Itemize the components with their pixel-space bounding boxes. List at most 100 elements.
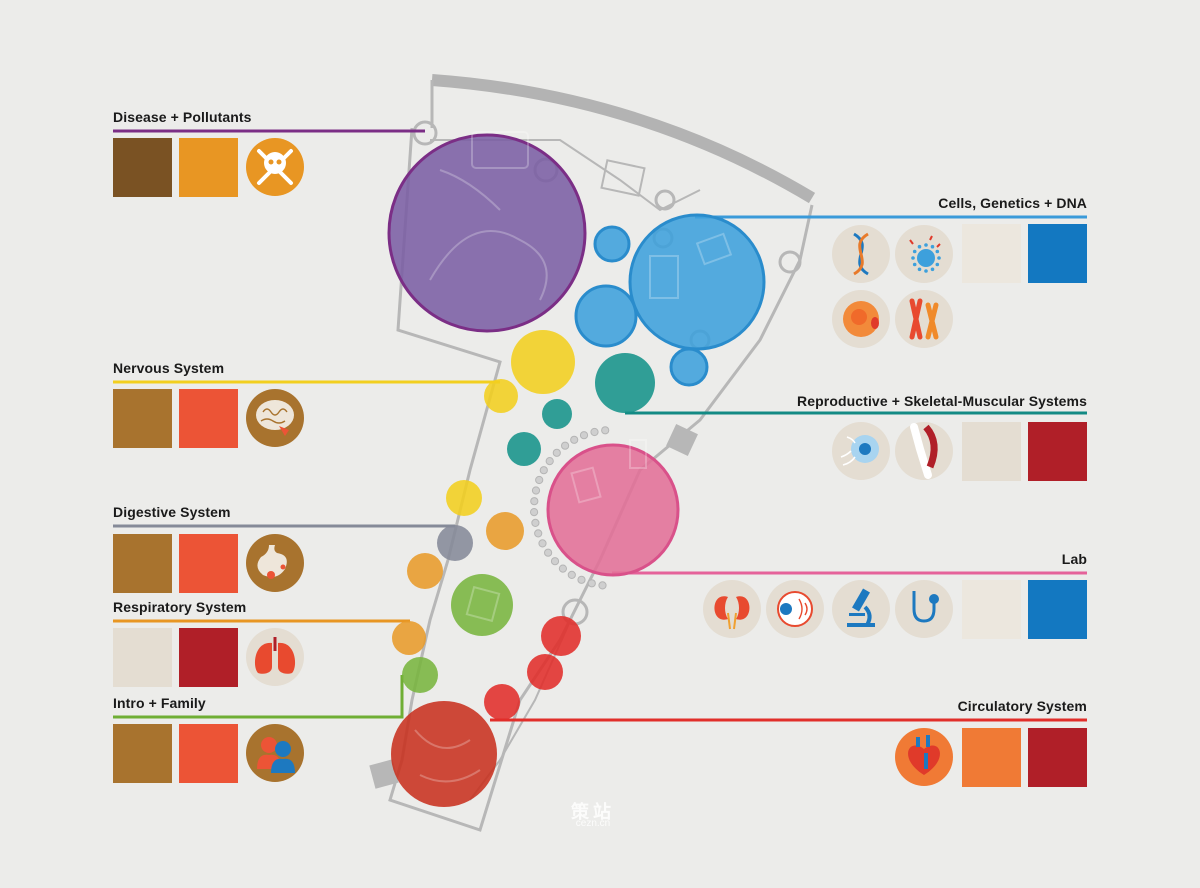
dotted-arc-seat xyxy=(590,427,599,437)
chromosome xyxy=(909,298,923,340)
virus-spike xyxy=(912,249,917,254)
watermark-title: 策站 xyxy=(571,802,615,822)
circle-cells-2 xyxy=(574,284,638,348)
stethoscope-icon xyxy=(895,580,953,638)
circle-intro-2 xyxy=(402,657,438,693)
dotted-arc-seat xyxy=(587,579,596,588)
stomach-shape xyxy=(257,545,287,577)
knee-joint-icon xyxy=(895,422,953,480)
circle-circ-1 xyxy=(541,616,581,656)
circulatory-swatch-2 xyxy=(1028,728,1087,787)
eye-icon xyxy=(766,580,824,638)
intro-swatch-2 xyxy=(179,724,238,783)
circle-lab xyxy=(546,443,680,577)
brain-folds xyxy=(260,408,288,424)
dotted-arc-seat xyxy=(531,518,540,528)
circle-orange-2 xyxy=(407,553,443,589)
dotted-arc-seat xyxy=(567,570,576,580)
overlay-curve xyxy=(414,729,481,783)
dotted-arc-seat xyxy=(545,457,554,466)
scope-base xyxy=(847,605,875,627)
label-respiratory-system: Respiratory System xyxy=(113,599,247,615)
circle-cells-4 xyxy=(669,347,709,387)
ureter xyxy=(727,612,737,630)
label-reproductive-skeletal-muscular: Reproductive + Skeletal-Muscular Systems xyxy=(797,393,1087,409)
dotted-arc-seat xyxy=(579,431,589,440)
skull-eye xyxy=(268,159,274,165)
chromosome-icon xyxy=(895,290,953,348)
iris xyxy=(780,603,792,615)
plan-display-case xyxy=(600,159,646,197)
label-cells-genetics-dna: Cells, Genetics + DNA xyxy=(938,195,1087,211)
repro-swatch-1 xyxy=(962,422,1021,481)
virus-spike xyxy=(935,262,940,267)
skull-eye xyxy=(276,159,282,165)
respiratory-swatch-2 xyxy=(179,628,238,687)
lab-swatch-2 xyxy=(1028,580,1087,639)
virus-spike xyxy=(930,267,935,272)
outer-wall-arc xyxy=(431,74,816,204)
muscle xyxy=(923,424,938,469)
circle-nervous-3 xyxy=(446,480,482,516)
dotted-arc-seat xyxy=(544,548,553,557)
overlay-curve xyxy=(429,169,548,301)
family-icon-disc xyxy=(246,724,304,782)
stethoscope-icon-disc xyxy=(895,580,953,638)
kidneys-icon-disc xyxy=(703,580,761,638)
label-circulatory-system: Circulatory System xyxy=(957,698,1087,714)
disease-swatch-2 xyxy=(179,138,238,197)
kidney xyxy=(736,596,750,620)
overlay-rect xyxy=(465,585,501,623)
circle-digestive xyxy=(437,525,473,561)
virus-icon xyxy=(895,225,953,283)
person-body xyxy=(271,758,295,773)
circle-nervous-2 xyxy=(484,379,518,413)
dotted-arc-seat xyxy=(601,426,610,435)
circle-circ-2 xyxy=(527,654,563,690)
nervous-swatch-2 xyxy=(179,389,238,448)
dotted-arc-seat xyxy=(534,529,543,538)
dotted-arc-seat xyxy=(530,507,539,517)
lungs-icon xyxy=(246,628,304,686)
family-icon xyxy=(246,724,304,782)
plan-circle xyxy=(778,250,802,274)
chromosome-icon-disc xyxy=(895,290,953,348)
veins xyxy=(798,598,808,620)
dotted-arc-seat xyxy=(570,435,579,444)
watermark-url: cezn.cn xyxy=(575,818,611,829)
circle-repro-1 xyxy=(595,353,655,413)
dna-strand xyxy=(853,232,869,276)
egg-nucleus xyxy=(859,443,871,455)
disease-swatch-1 xyxy=(113,138,172,197)
circle-disease xyxy=(387,133,587,333)
kidneys-icon xyxy=(703,580,761,638)
dotted-arc-seat xyxy=(552,448,561,457)
circulatory-swatch-1 xyxy=(962,728,1021,787)
skull xyxy=(264,152,286,174)
organelle xyxy=(871,317,879,329)
circle-intro-main xyxy=(451,574,513,636)
virus-spike xyxy=(911,256,915,260)
cells-swatch-1 xyxy=(962,224,1021,283)
virus-spike xyxy=(912,262,917,267)
overlay-rect xyxy=(570,466,602,504)
stomach-spot xyxy=(280,564,286,570)
virus-spike xyxy=(935,249,940,254)
dotted-arc-seat xyxy=(535,475,544,485)
dotted-arc-seat xyxy=(550,557,560,566)
outer-wall xyxy=(388,80,814,832)
label-lab: Lab xyxy=(1061,551,1087,567)
heart-icon xyxy=(895,728,953,786)
stethoscope-head xyxy=(929,594,939,604)
label-nervous-system: Nervous System xyxy=(113,360,225,376)
circle-cells-3 xyxy=(593,225,631,263)
person-head xyxy=(261,737,277,753)
circle-nervous-main xyxy=(511,330,575,394)
dotted-arc-seat xyxy=(577,575,586,584)
virus-spike xyxy=(937,256,941,260)
plan-block xyxy=(666,424,698,456)
dotted-arc-seat xyxy=(598,581,607,590)
digestive-swatch-1 xyxy=(113,534,172,593)
scope-stage xyxy=(849,613,865,616)
